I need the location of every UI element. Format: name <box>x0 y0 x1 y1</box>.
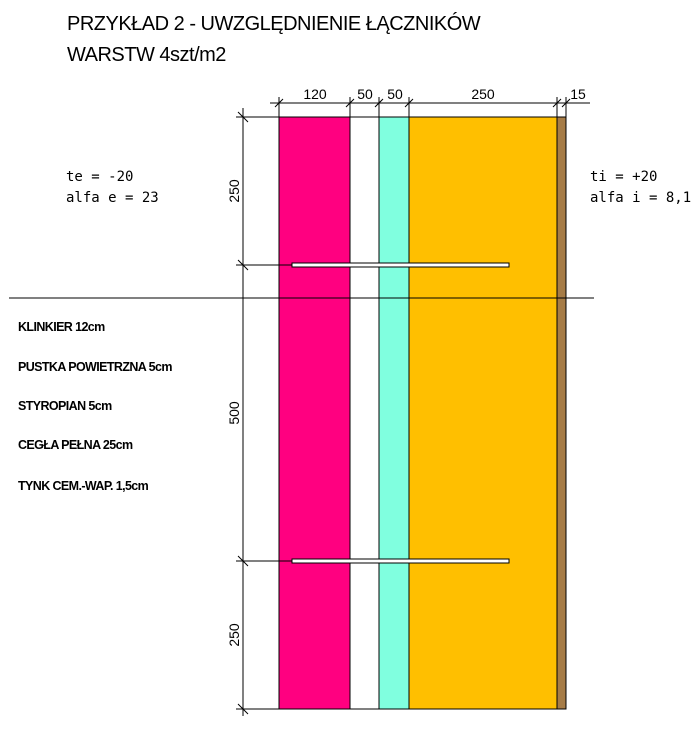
dim-v-bottom: 250 <box>226 623 242 647</box>
layer-legend: KLINKIER 12cm PUSTKA POWIETRZNA 5cm STYR… <box>18 320 173 493</box>
internal-alpha: alfa i = 8,1 <box>590 190 691 206</box>
connector-upper <box>291 262 510 268</box>
legend-item-tynk: TYNK CEM.-WAP. 1,5cm <box>18 479 149 493</box>
external-temperature: te = -20 <box>66 169 133 185</box>
layer-styropian <box>378 116 410 710</box>
dim-v-top: 250 <box>226 179 242 203</box>
connector-lower <box>291 558 510 564</box>
dim-h-cegla: 250 <box>471 86 495 102</box>
vertical-dimension: 250 500 250 <box>226 108 292 716</box>
legend-item-klinkier: KLINKIER 12cm <box>18 320 105 334</box>
internal-temperature: ti = +20 <box>590 169 657 185</box>
layer-air-gap <box>349 116 380 710</box>
dim-v-middle: 500 <box>226 401 242 425</box>
legend-item-air-gap: PUSTKA POWIETRZNA 5cm <box>18 360 172 374</box>
dim-h-tynk: 15 <box>570 86 586 102</box>
title-line-1: PRZYKŁAD 2 - UWZGLĘDNIENIE ŁĄCZNIKÓW <box>67 12 481 35</box>
title-line-2: WARSTW 4szt/m2 <box>67 44 226 66</box>
dim-h-styropian: 50 <box>387 86 403 102</box>
legend-item-cegla: CEGŁA PEŁNA 25cm <box>18 438 133 452</box>
external-alpha: alfa e = 23 <box>66 190 159 206</box>
horizontal-dimension: 120 50 50 250 15 <box>270 86 590 117</box>
layer-klinkier <box>278 116 351 710</box>
dim-h-klinkier: 120 <box>303 86 327 102</box>
legend-item-styropian: STYROPIAN 5cm <box>18 399 112 413</box>
layer-cegla <box>408 116 558 710</box>
layer-tynk <box>556 116 567 710</box>
dim-h-air-gap: 50 <box>357 86 373 102</box>
